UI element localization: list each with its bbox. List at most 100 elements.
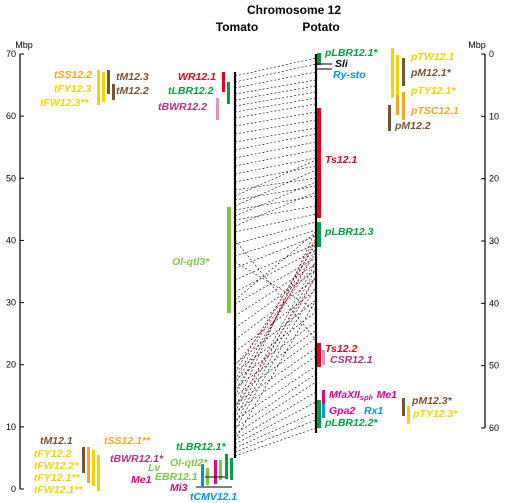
- label-pm12-3: pM12.3*: [411, 395, 453, 407]
- label-tm12-2: tM12.2: [116, 85, 149, 97]
- synteny-line: [234, 249, 317, 293]
- left-axis-tick-label: 0: [11, 484, 16, 494]
- synteny-line: [234, 243, 317, 281]
- synteny-line: [234, 391, 317, 441]
- synteny-line: [234, 119, 317, 135]
- synteny-line: [234, 277, 317, 341]
- bar-tlbr12-1: [225, 454, 228, 479]
- label-ptsc12-1: pTSC12.1: [410, 105, 459, 117]
- tomato-column-header: Tomato: [216, 20, 258, 34]
- bar-pm12-3: [402, 398, 405, 416]
- synteny-line: [234, 373, 317, 429]
- label-plbr12-1: pLBR12.1*: [324, 47, 378, 59]
- left-axis-tick-label: 10: [6, 422, 16, 432]
- left-axis-tick-label: 50: [6, 173, 16, 183]
- bar-ts12-1: [317, 108, 321, 218]
- label-ts12-1: Ts12.1: [325, 154, 357, 166]
- left-axis-tick-label: 30: [6, 298, 16, 308]
- label-plbr12-3: pLBR12.3: [324, 226, 374, 238]
- bar-pm12-2: [388, 105, 391, 131]
- label-pty12-1: pTY12.1*: [410, 85, 456, 97]
- synteny-line: [234, 419, 317, 453]
- synteny-line: [234, 191, 317, 227]
- right-axis-tick-label: 10: [489, 111, 499, 121]
- bar-tss12-2: [97, 70, 100, 105]
- synteny-line: [234, 261, 317, 413]
- synteny-line: [234, 231, 317, 301]
- bar-pty12-3: [407, 406, 410, 424]
- bar-ptsc12-1b: [402, 92, 405, 120]
- label-lv: Lv: [148, 462, 161, 474]
- bar-ol-qtl3: [227, 207, 231, 313]
- potato-labels: pLBR12.1* Sli Ry-sto pTW12.1 pM12.1* pTY…: [324, 47, 459, 429]
- label-tfy12-3: tFY12.3: [54, 83, 92, 95]
- synteny-line: [234, 159, 317, 197]
- left-axis-tick-label: 70: [6, 49, 16, 59]
- bar-rx1: [322, 404, 325, 418]
- label-tfy12-2: tFY12.2: [34, 448, 72, 460]
- synteny-line: [234, 299, 317, 365]
- bar-tm12-1: [82, 447, 85, 473]
- synteny-line: [234, 157, 317, 175]
- label-tss12-1: tSS12.1**: [104, 435, 151, 447]
- synteny-lines: [234, 57, 317, 457]
- label-mi3: Mi3: [170, 482, 188, 494]
- bar-lv: [230, 458, 233, 480]
- left-axis-tick-label: 60: [6, 111, 16, 121]
- left-axis-unit: Mbp: [15, 40, 33, 50]
- label-ebr12-1: EBR12.1: [155, 471, 198, 483]
- synteny-line: [234, 85, 317, 101]
- synteny-line: [234, 141, 317, 159]
- label-plbr12-2: pLBR12.2*: [324, 417, 378, 429]
- bar-ptw12-1: [391, 48, 394, 98]
- tomato-labels: tSS12.2 tM12.3 tFY12.3 tM12.2 tFW12.3** …: [34, 69, 237, 503]
- bar-tfy12-2: [92, 450, 95, 486]
- right-axis: Mbp 0 10 20 30 40 50 60: [468, 40, 499, 433]
- potato-column-header: Potato: [302, 20, 339, 34]
- label-pm12-1: pM12.1*: [410, 67, 452, 79]
- synteny-line-red: [234, 237, 317, 381]
- label-tfw12-1: tFW12.1**: [34, 484, 83, 496]
- right-axis-tick-label: 60: [489, 423, 499, 433]
- bar-tfy12-1: [97, 455, 100, 491]
- label-tm12-1: tM12.1: [40, 435, 73, 447]
- label-gpa2: Gpa2: [329, 405, 355, 417]
- label-mfaxii-main: MfaXII: [329, 389, 361, 401]
- right-axis-tick-label: 50: [489, 361, 499, 371]
- label-mfaxii-sub: spl: [360, 393, 372, 402]
- synteny-line: [234, 185, 317, 201]
- bar-ts12-2: [317, 343, 321, 367]
- synteny-line-red: [234, 261, 317, 367]
- bar-plbr12-1: [317, 53, 321, 65]
- label-tlbr12-2: tLBR12.2: [168, 85, 214, 97]
- label-ptw12-1: pTW12.1: [410, 51, 454, 63]
- left-axis-tick-label: 40: [6, 235, 16, 245]
- bar-tfy12-3: [102, 72, 105, 102]
- synteny-line: [234, 381, 317, 435]
- label-tcmv12-1: tCMV12.1: [190, 491, 237, 503]
- synteny-line: [234, 239, 317, 341]
- synteny-line: [234, 91, 317, 107]
- synteny-line: [234, 195, 317, 211]
- synteny-line: [234, 229, 317, 257]
- synteny-line: [234, 57, 317, 77]
- synteny-line: [234, 165, 317, 183]
- bar-tbwr12-2: [216, 98, 219, 120]
- synteny-line: [234, 169, 317, 207]
- label-pm12-2: pM12.2: [394, 120, 431, 132]
- bar-ptsc12-1: [396, 95, 399, 115]
- synteny-line: [234, 365, 317, 421]
- label-ol-qtl3: Ol-qtl3*: [172, 256, 210, 268]
- label-tss12-2: tSS12.2: [54, 69, 92, 81]
- label-tm12-3: tM12.3: [116, 71, 149, 83]
- synteny-line: [234, 267, 317, 419]
- synteny-line: [234, 181, 317, 217]
- bar-tlbr12-2: [227, 82, 230, 104]
- left-axis: Mbp 0 10 20 30 40 50 60 70: [6, 40, 33, 494]
- synteny-line: [234, 251, 317, 385]
- bar-tm12-3: [107, 70, 110, 94]
- bar-plbr12-2: [317, 400, 321, 428]
- left-axis-tick-label: 20: [6, 360, 16, 370]
- potato-qtl-bars: [316, 48, 410, 428]
- synteny-line: [234, 177, 317, 191]
